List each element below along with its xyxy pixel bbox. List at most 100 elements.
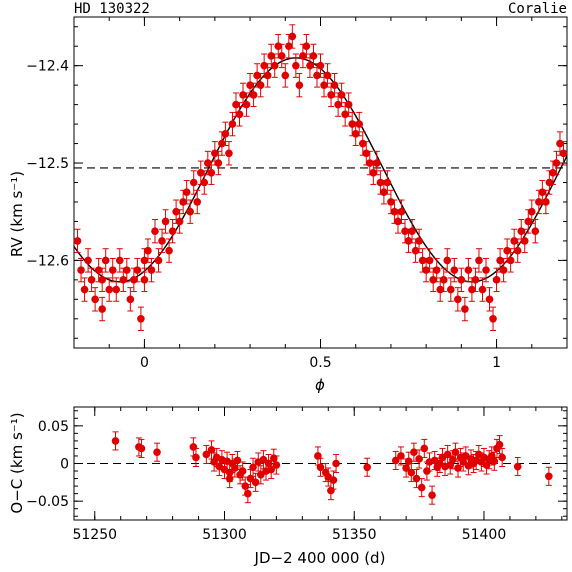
oc-data-point (264, 459, 273, 468)
rv-data-point (221, 130, 230, 138)
rv-data-point (492, 276, 501, 284)
instrument-name: Coralie (508, 1, 567, 17)
oc-data-point (233, 456, 242, 465)
rv-data-point (179, 198, 187, 206)
oc-data-point (251, 478, 260, 487)
rv-data-point (499, 266, 508, 274)
rv-data-point (341, 110, 349, 119)
rv-data-point (535, 198, 543, 206)
rv-data-point (147, 266, 156, 274)
rv-data-point (362, 149, 371, 158)
oc-data-point (316, 463, 325, 472)
rv-data-point (94, 266, 103, 274)
rv-data-point (270, 61, 279, 70)
rv-data-point (112, 285, 121, 294)
rv-data-point (373, 159, 381, 167)
rv-data-point (123, 266, 131, 274)
rv-data-point (91, 295, 99, 304)
oc-data-point (397, 452, 405, 460)
rv-data-point (337, 91, 346, 99)
rv-data-point (306, 61, 314, 70)
rv-data-point (186, 207, 195, 216)
rv-data-point (130, 276, 138, 284)
rv-data-point (302, 42, 311, 51)
rv-data-point (140, 256, 149, 265)
rv-data-point (320, 81, 328, 89)
rv-data-point (295, 81, 304, 89)
rv-data-point (380, 188, 388, 197)
rv-data-point (366, 159, 374, 167)
rv-data-point (489, 314, 497, 323)
rv-x-tick-label: 1 (492, 355, 501, 371)
oc-data-point (412, 474, 421, 483)
rv-data-point (513, 246, 522, 255)
rv-data-point (154, 256, 163, 265)
oc-x-tick-label: 51400 (462, 527, 507, 543)
rv-data-point (182, 188, 191, 197)
oc-y-tick-label: 0.05 (38, 419, 69, 435)
rv-data-point (461, 305, 469, 313)
oc-data-point (495, 440, 504, 449)
rv-data-point (98, 276, 106, 284)
rv-data-point (527, 207, 536, 216)
rv-data-point (309, 52, 318, 60)
rv-x-tick-label: 0 (140, 355, 149, 371)
rv-data-point (175, 217, 184, 226)
rv-y-tick-label: −12.4 (26, 59, 69, 75)
rv-data-point (313, 71, 321, 80)
rv-data-point (249, 91, 258, 99)
oc-data-point (545, 472, 553, 481)
oc-data-point (410, 448, 418, 457)
rv-data-point (263, 71, 272, 80)
oc-data-point (153, 448, 161, 457)
rv-data-point (115, 256, 124, 265)
rv-data-point (439, 276, 448, 284)
rv-data-point (556, 139, 564, 148)
rv-data-point (316, 61, 325, 70)
oc-data-point (420, 444, 429, 453)
star-name: HD 130322 (74, 1, 150, 17)
rv-data-point (443, 256, 452, 265)
rv-data-point (172, 207, 180, 216)
rv-data-point (277, 52, 286, 60)
rv-data-point (87, 276, 96, 284)
rv-data-point (204, 159, 212, 167)
oc-data-point (225, 474, 234, 483)
rv-data-point (351, 130, 360, 138)
rv-data-point (369, 168, 378, 177)
rv-data-point (450, 266, 459, 274)
rv-data-point (73, 237, 82, 245)
rv-data-point (408, 227, 416, 235)
rv-data-point (323, 71, 332, 80)
oc-data-point (249, 463, 257, 472)
rv-data-point (256, 81, 265, 89)
rv-data-point (394, 217, 402, 226)
rv-data-point (151, 227, 159, 235)
rv-data-point (464, 266, 473, 274)
rv-data-point (267, 52, 276, 60)
rv-data-point (387, 198, 395, 206)
oc-data-point (202, 450, 211, 459)
rv-data-point (211, 149, 219, 158)
rv-data-point (161, 217, 170, 226)
oc-data-point (137, 444, 146, 453)
rv-data-point (165, 246, 173, 255)
rv-data-point (232, 100, 240, 109)
oc-data-point (490, 457, 499, 466)
oc-x-tick-label: 51250 (72, 527, 117, 543)
rv-data-point (506, 256, 515, 265)
rv-data-point (478, 285, 487, 294)
rv-data-point (140, 276, 149, 284)
rv-data-point (471, 276, 480, 284)
oc-y-tick-label: −0.05 (26, 494, 69, 510)
rv-data-point (330, 81, 339, 89)
rv-data-point (390, 207, 399, 216)
rv-data-point (228, 120, 237, 128)
oc-data-point (417, 483, 426, 492)
rv-data-point (404, 237, 413, 245)
oc-data-point (391, 456, 400, 465)
rv-data-point (193, 198, 202, 206)
rv-data-point (496, 256, 504, 265)
rv-data-point (436, 285, 445, 294)
